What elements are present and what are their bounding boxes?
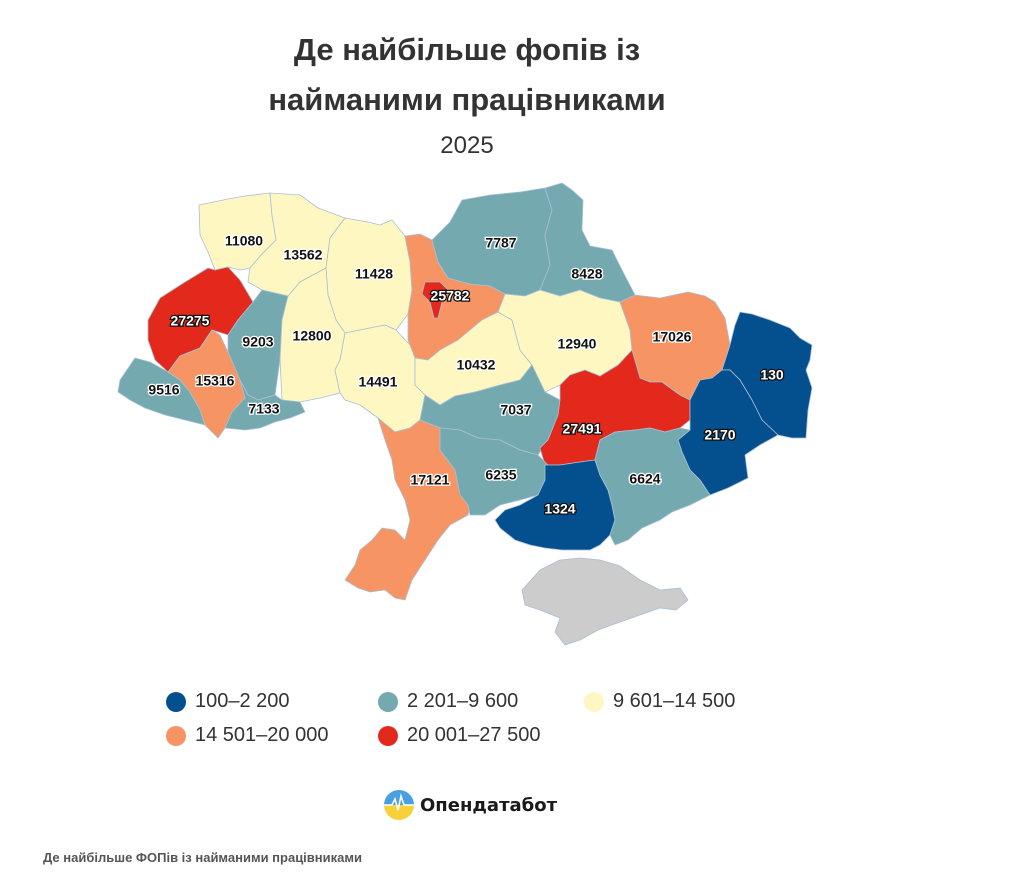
label-kharkiv: 17026 xyxy=(653,329,692,345)
legend-item-bin-2[interactable]: 2 201–9 600 xyxy=(378,690,518,713)
label-donetsk: 2170 xyxy=(704,427,735,443)
label-mykolaiv: 6235 xyxy=(485,467,516,483)
legend-item-bin-1[interactable]: 100–2 200 xyxy=(166,690,290,713)
legend-label: 2 201–9 600 xyxy=(407,690,519,712)
region-zaporizhzhia[interactable] xyxy=(594,427,711,546)
label-poltava: 12940 xyxy=(558,336,597,352)
region-crimea[interactable] xyxy=(521,557,689,646)
label-ternopil: 9203 xyxy=(242,334,273,350)
label-sumy: 8428 xyxy=(571,266,602,282)
label-chernivtsi: 7133 xyxy=(248,401,279,417)
label-lviv: 27275 xyxy=(171,313,210,329)
label-zaporizhzhia: 6624 xyxy=(629,471,660,487)
label-odesa: 17121 xyxy=(411,472,450,488)
label-volyn: 11080 xyxy=(225,233,263,249)
region-mykolaiv[interactable] xyxy=(439,427,549,516)
legend-dot-icon xyxy=(166,725,186,746)
label-ivano-frankivsk: 15316 xyxy=(196,373,235,389)
label-rivne: 13562 xyxy=(284,247,323,263)
chart-title-line-2: найманими працівниками xyxy=(268,82,666,117)
chart-title-line-1: Де найбільше фопів із xyxy=(293,32,641,67)
figure-caption: Де найбільше ФОПів із найманими працівни… xyxy=(43,850,362,865)
legend-item-bin-3[interactable]: 9 601–14 500 xyxy=(584,690,735,713)
legend-item-bin-4[interactable]: 14 501–20 000 xyxy=(166,724,328,747)
region-donetsk[interactable] xyxy=(677,369,779,496)
brand-name: Опендатабот xyxy=(420,794,558,816)
label-chernihiv: 7787 xyxy=(485,235,516,251)
region-kyiv-city[interactable] xyxy=(421,281,449,319)
legend-label: 14 501–20 000 xyxy=(195,724,329,746)
region-chernivtsi[interactable] xyxy=(224,379,306,431)
label-zakarpattia: 9516 xyxy=(148,382,179,398)
label-kyiv-city: 25782 xyxy=(431,288,470,304)
label-zhytomyr: 11428 xyxy=(355,266,393,282)
label-dnipro: 27491 xyxy=(563,421,602,437)
label-vinnytsia: 14491 xyxy=(359,374,398,390)
legend-label: 100–2 200 xyxy=(195,690,290,712)
region-sumy[interactable] xyxy=(539,182,636,303)
label-kirovohrad: 7037 xyxy=(500,402,531,418)
label-cherkasy: 10432 xyxy=(457,357,496,373)
label-kherson: 1324 xyxy=(544,501,575,517)
legend-dot-icon xyxy=(584,691,604,712)
chart-subtitle-year: 2025 xyxy=(440,132,494,159)
legend-label: 20 001–27 500 xyxy=(407,724,541,746)
legend-item-bin-5[interactable]: 20 001–27 500 xyxy=(378,724,540,747)
legend-dot-icon xyxy=(378,725,398,746)
legend-label: 9 601–14 500 xyxy=(613,690,736,712)
legend-dot-icon xyxy=(378,691,398,712)
label-luhansk: 130 xyxy=(760,367,784,383)
brand-credit[interactable]: Опендатабот xyxy=(384,790,557,820)
opendatabot-logo-icon xyxy=(384,790,414,820)
label-khmelnytskyi: 12800 xyxy=(293,328,332,344)
legend-dot-icon xyxy=(166,691,186,712)
